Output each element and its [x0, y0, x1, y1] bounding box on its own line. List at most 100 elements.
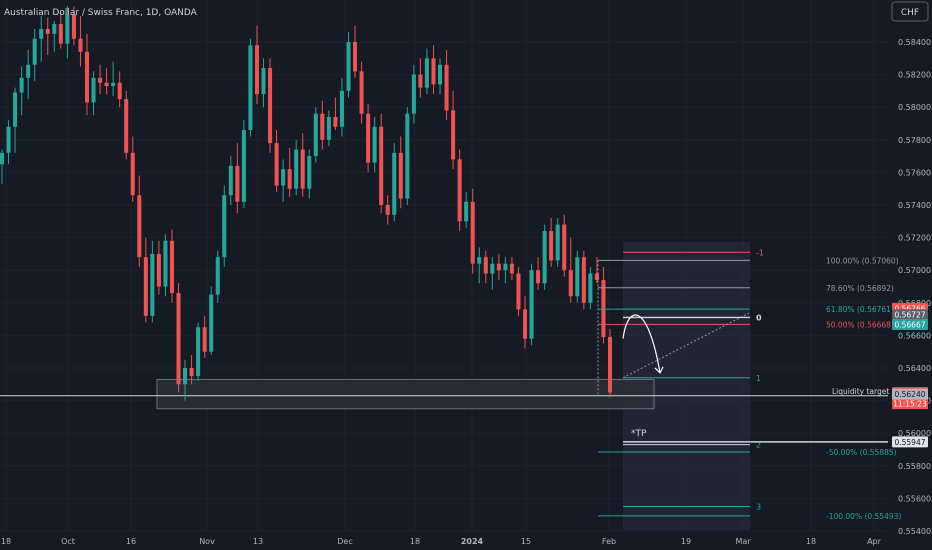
- candle: [98, 64, 103, 95]
- candle-body: [431, 58, 436, 85]
- price-tick-label: 0.57600: [898, 168, 931, 177]
- candle-body: [444, 64, 449, 111]
- candle-body: [470, 201, 475, 264]
- candle: [333, 97, 338, 131]
- time-tick-label: Mar: [735, 537, 751, 546]
- candle: [594, 257, 599, 284]
- candle-body: [169, 240, 175, 294]
- candle-body: [313, 113, 318, 157]
- candle: [457, 149, 462, 232]
- candle-body: [522, 309, 528, 339]
- candle-body: [333, 116, 338, 127]
- candle: [150, 240, 155, 323]
- fib-level-label: 61.80% (0.56761): [826, 305, 894, 314]
- candle-body: [268, 68, 273, 144]
- candle-body: [516, 273, 521, 310]
- candle: [71, 6, 76, 46]
- candle: [392, 143, 397, 222]
- candle-body: [91, 77, 96, 103]
- candle: [359, 61, 364, 124]
- candle: [215, 250, 220, 303]
- candle: [464, 191, 469, 228]
- tp-label: *TP: [631, 429, 647, 439]
- time-tick-label: Feb: [602, 537, 616, 546]
- candle: [437, 58, 443, 95]
- candle-body: [464, 201, 469, 222]
- price-tag-bg: [892, 309, 928, 321]
- candle-body: [549, 231, 554, 261]
- candle-body: [437, 64, 443, 85]
- time-tick-label: 18: [1, 537, 11, 546]
- candle: [451, 90, 456, 170]
- candle: [163, 234, 168, 297]
- projection-arrow: [622, 314, 661, 373]
- candle-body: [307, 156, 312, 189]
- currency-badge[interactable]: CHF: [891, 1, 929, 22]
- candle: [496, 253, 501, 280]
- time-tick-label: 15: [521, 537, 531, 546]
- time-tick-label: 16: [126, 537, 136, 546]
- candle-body: [117, 82, 122, 100]
- candle: [542, 224, 547, 290]
- price-tag-bg: [892, 388, 928, 400]
- candle: [346, 32, 351, 98]
- candle-body: [0, 152, 5, 165]
- candle-body: [392, 152, 397, 215]
- candle: [209, 286, 214, 355]
- fib-level-label: -50.00% (0.55885): [826, 448, 897, 457]
- candle: [202, 315, 207, 359]
- candle: [130, 136, 135, 202]
- candle-body: [490, 263, 495, 274]
- candle: [372, 116, 377, 173]
- candle: [156, 240, 161, 295]
- price-tick-label: 0.56400: [898, 364, 931, 373]
- candle-body: [353, 42, 358, 72]
- candle: [477, 247, 482, 284]
- time-tick-label: Apr: [867, 537, 882, 546]
- candle: [483, 250, 488, 284]
- time-tick-label: Nov: [199, 537, 215, 546]
- drawing-tools: 100.00% (0.57060) 78.60% (0.56892) 61.80% …: [597, 248, 901, 521]
- candle: [52, 20, 57, 52]
- candle: [411, 64, 416, 124]
- candle: [281, 159, 286, 202]
- price-tag-value: 0.55947: [894, 438, 925, 447]
- candle: [562, 214, 567, 277]
- candle: [111, 61, 116, 96]
- candle-body: [457, 159, 462, 222]
- candle: [470, 188, 475, 274]
- candle: [575, 250, 580, 303]
- time-axis[interactable]: 18 Oct 16 Nov 13 Dec 18 2024 15 Feb 19 Mar 18 Apr: [1, 537, 882, 546]
- candle-body: [555, 224, 560, 261]
- candle: [0, 149, 5, 184]
- candle-body: [411, 74, 416, 114]
- candle-body: [58, 24, 63, 44]
- candle-body: [228, 165, 233, 196]
- candle: [261, 58, 266, 108]
- candle-body: [536, 270, 541, 284]
- candle: [607, 328, 613, 398]
- candle-body: [254, 45, 259, 95]
- candle: [235, 143, 240, 214]
- candle: [300, 133, 305, 197]
- price-tag-bg: [892, 318, 928, 330]
- candle-body: [156, 253, 161, 287]
- candle-body: [594, 273, 599, 280]
- candle: [568, 237, 573, 303]
- candle-body: [71, 14, 76, 39]
- candle-body: [196, 327, 201, 377]
- price-tick-label: 0.57800: [898, 136, 931, 145]
- price-tag-value: 0.56766: [894, 304, 925, 313]
- candle: [78, 15, 83, 67]
- candle: [588, 266, 593, 310]
- time-tick-label: 18: [806, 537, 816, 546]
- candle: [58, 12, 63, 49]
- candle: [241, 120, 246, 209]
- candle-body: [424, 58, 429, 88]
- candle: [522, 296, 528, 349]
- candle: [6, 120, 11, 165]
- time-tick-label: Dec: [337, 537, 352, 546]
- fib-level-label: 50.00% (0.56668): [826, 320, 894, 329]
- price-tag-value: 0.56240: [894, 390, 925, 399]
